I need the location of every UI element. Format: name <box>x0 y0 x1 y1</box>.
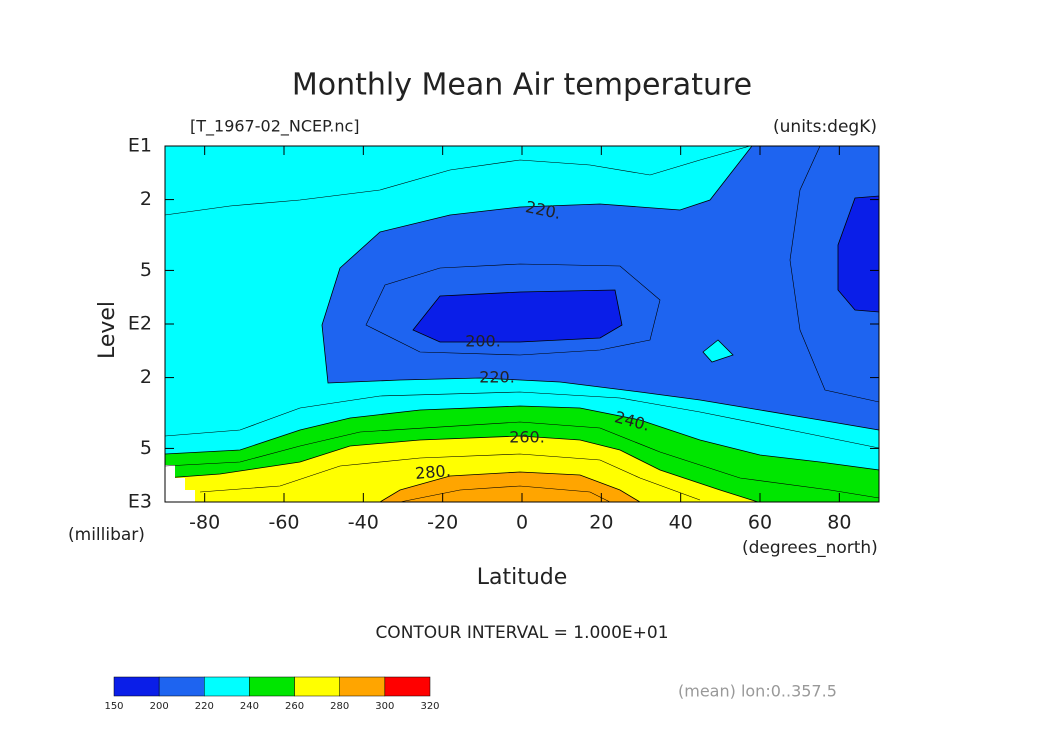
y-unit-label: (millibar) <box>68 525 145 545</box>
band-region <box>378 471 642 503</box>
subtitle: [T_1967-02_NCEP.nc] <box>190 117 360 137</box>
contour-line <box>164 145 751 216</box>
colorbar-label: 220 <box>195 701 214 712</box>
x-tick-label: -20 <box>427 512 458 534</box>
colorbar-band <box>249 676 295 697</box>
contour-label: 280. <box>414 461 451 483</box>
contour-interval: CONTOUR INTERVAL = 1.000E+01 <box>375 623 668 643</box>
colorbar-label: 150 <box>104 701 123 712</box>
colorbar-band <box>339 676 386 697</box>
contour-label: 220. <box>479 368 515 387</box>
colorbar-band <box>204 676 250 697</box>
x-tick-label: -60 <box>268 512 299 534</box>
x-tick-label: 20 <box>589 512 613 534</box>
colorbar-band <box>158 676 205 697</box>
x-unit-label: (degrees_north) <box>742 538 878 558</box>
contour-line <box>164 391 880 449</box>
plot-area <box>164 145 880 503</box>
missing-data <box>165 465 195 502</box>
colorbar-label: 260 <box>285 701 304 712</box>
x-tick-label: -40 <box>348 512 379 534</box>
contour-line <box>399 485 611 503</box>
band-region <box>702 339 734 363</box>
colorbar-band <box>384 676 431 697</box>
colorbar-label: 200 <box>150 701 169 712</box>
contour-line <box>789 145 880 403</box>
y-tick-label: 5 <box>140 437 152 459</box>
y-tick-label: E2 <box>128 313 152 335</box>
y-tick-label: 5 <box>140 259 152 281</box>
colorbar-label: 240 <box>240 701 259 712</box>
contour-label: 200. <box>465 332 501 351</box>
units-label: (units:degK) <box>773 117 877 137</box>
colorbar-label: 320 <box>420 701 439 712</box>
y-axis-label: Level <box>95 301 120 359</box>
colorbar-label: 280 <box>330 701 349 712</box>
colorbar-label: 300 <box>375 701 394 712</box>
x-tick-label: 60 <box>748 512 772 534</box>
x-tick-label: -80 <box>189 512 220 534</box>
footnote: (mean) lon:0..357.5 <box>678 682 837 701</box>
colorbar-band <box>294 676 340 697</box>
contour-line <box>199 453 701 501</box>
band-region <box>321 145 880 431</box>
contour-line <box>164 421 880 499</box>
contour-label: 260. <box>509 428 545 447</box>
band-region <box>412 289 623 343</box>
y-tick-label: E1 <box>128 135 152 157</box>
x-tick-label: 0 <box>516 512 528 534</box>
y-tick-label: E3 <box>128 491 152 513</box>
colorbar-band <box>113 676 160 697</box>
x-tick-label: 40 <box>669 512 693 534</box>
contour-line <box>365 263 661 356</box>
x-axis-label: Latitude <box>477 565 568 590</box>
chart-title: Monthly Mean Air temperature <box>292 68 752 103</box>
y-tick-label: 2 <box>140 366 152 388</box>
x-tick-label: 80 <box>827 512 851 534</box>
y-tick-label: 2 <box>140 188 152 210</box>
